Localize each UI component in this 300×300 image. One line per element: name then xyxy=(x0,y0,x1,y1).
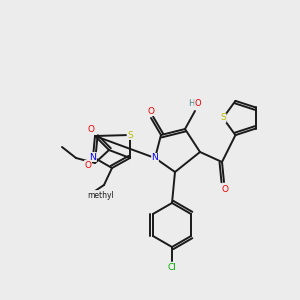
Text: O: O xyxy=(88,125,94,134)
Text: S: S xyxy=(220,113,226,122)
Text: N: N xyxy=(152,154,158,163)
Text: S: S xyxy=(127,130,133,140)
Text: O: O xyxy=(148,106,154,116)
Text: methyl: methyl xyxy=(88,190,114,200)
Text: O: O xyxy=(85,160,92,169)
Text: O: O xyxy=(221,185,229,194)
Text: H: H xyxy=(188,98,194,107)
Text: Cl: Cl xyxy=(168,263,176,272)
Text: O: O xyxy=(195,98,201,107)
Text: N: N xyxy=(90,152,96,161)
